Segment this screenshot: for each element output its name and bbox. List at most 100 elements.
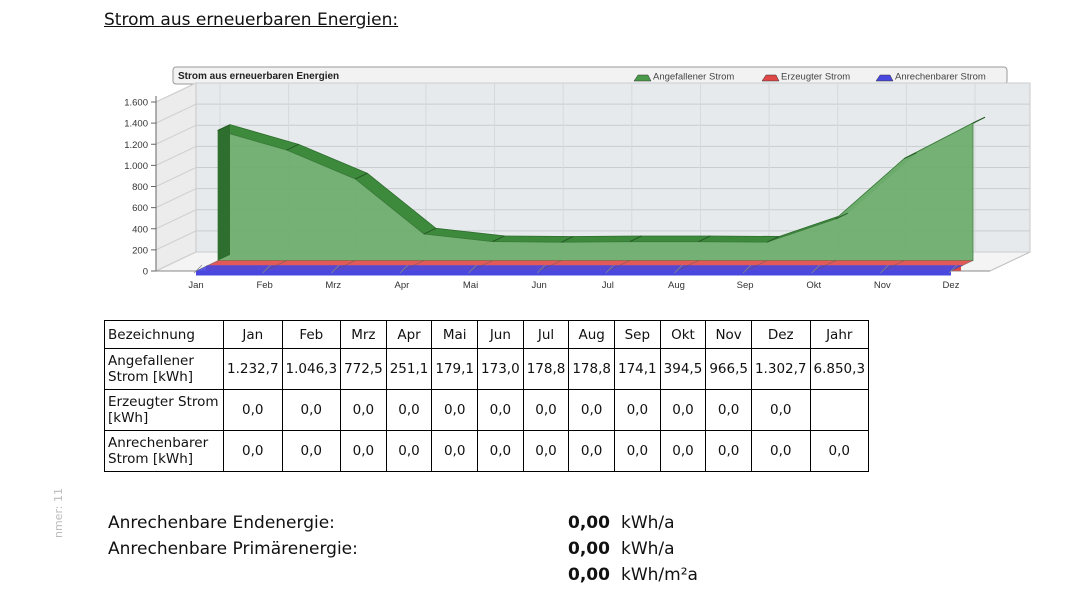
x-tick-label-jul: Jul xyxy=(602,280,614,291)
table-cell: 0,0 xyxy=(223,430,283,472)
table-header-cell: Jun xyxy=(477,320,524,349)
data-point-jan xyxy=(195,265,209,272)
summary-label: Anrechenbare Primärenergie: xyxy=(108,539,358,559)
table-cell: 0,0 xyxy=(522,389,570,431)
summary-row-primaerenergie: Anrechenbare Primärenergie: 0,00 kWh/a xyxy=(108,536,748,562)
page-heading: Strom aus erneuerbaren Energien: xyxy=(104,10,399,30)
x-tick xyxy=(811,264,821,274)
table-cell: 251,1 xyxy=(385,348,433,390)
x-tick xyxy=(330,264,340,274)
gridline-side xyxy=(155,145,197,166)
summary-label: Anrechenbare Endenergie: xyxy=(108,513,335,533)
table-row-anrechenbarer: Anrechenbarer Strom [kWh] 0,0 0,0 0,0 0,… xyxy=(104,430,870,472)
table-cell xyxy=(809,389,870,431)
table-cell: 6.850,3 xyxy=(809,348,870,390)
data-point-jun xyxy=(539,265,552,272)
data-point-aug xyxy=(698,235,711,243)
table-cell: 0,0 xyxy=(659,389,707,431)
table-cell: 174,1 xyxy=(614,348,661,390)
data-point-okt xyxy=(813,265,826,272)
table-cell: 0,0 xyxy=(431,430,479,472)
table-cell: 0,0 xyxy=(705,430,752,472)
table-header-cell: Mrz xyxy=(340,320,387,349)
x-tick xyxy=(468,264,477,274)
x-tick-label-dez: Dez xyxy=(943,280,960,291)
y-tick-label: 600 xyxy=(132,203,148,214)
table-cell: 0,0 xyxy=(281,430,342,472)
table-cell: 0,0 xyxy=(223,389,283,431)
table-cell: 178,8 xyxy=(568,348,615,390)
row-label: Angefallener Strom [kWh] xyxy=(104,348,224,390)
table-cell: 0,0 xyxy=(340,430,387,472)
table-header-cell: Feb xyxy=(281,320,342,349)
data-point-mai xyxy=(470,265,483,272)
series-band-front xyxy=(196,270,951,276)
series-band-top xyxy=(196,265,963,271)
table-cell: 178,8 xyxy=(522,348,570,390)
data-point-feb xyxy=(286,143,299,151)
x-tick-label-nov: Nov xyxy=(874,280,891,291)
table-cell: 0,0 xyxy=(431,389,479,431)
table-header-cell: Aug xyxy=(568,320,615,349)
y-tick-label: 200 xyxy=(132,245,148,256)
row-label: Erzeugter Strom [kWh] xyxy=(104,389,224,431)
legend-swatch-1 xyxy=(633,74,652,82)
summary-value: 0,00 xyxy=(568,539,610,559)
table-cell: 0,0 xyxy=(477,389,524,431)
table-row-erzeugter: Erzeugter Strom [kWh] 0,0 0,0 0,0 0,0 0,… xyxy=(104,389,870,431)
table-header-cell: Dez xyxy=(750,320,811,349)
table-cell: 0,0 xyxy=(809,430,870,472)
data-point-apr xyxy=(401,265,415,272)
summary-value: 0,00 xyxy=(568,513,610,533)
x-tick xyxy=(742,264,752,274)
table-cell: 772,5 xyxy=(340,348,387,390)
gridline-side xyxy=(155,251,197,272)
x-tick-label-okt: Okt xyxy=(806,280,821,291)
table-header-cell: Jul xyxy=(522,320,570,349)
energy-table: Bezeichnung Jan Feb Mrz Apr Mai Jun Jul … xyxy=(104,320,870,472)
table-cell: 0,0 xyxy=(340,389,387,431)
x-tick-label-jan: Jan xyxy=(188,280,203,291)
gridline-side xyxy=(155,124,197,145)
table-cell: 1.232,7 xyxy=(223,348,283,390)
x-tick-label-mai: Mai xyxy=(463,280,478,291)
gridline-side xyxy=(155,209,197,230)
legend-label-3: Anrechenbarer Strom xyxy=(895,72,986,83)
summary-unit: kWh/m²a xyxy=(621,565,698,585)
x-tick xyxy=(948,264,958,274)
x-tick-label-mrz: Mrz xyxy=(325,280,341,291)
energy-summary: Anrechenbare Endenergie: 0,00 kWh/a Anre… xyxy=(108,510,748,588)
table-cell: 0,0 xyxy=(385,389,433,431)
gridline-side xyxy=(155,230,197,251)
y-tick-label: 1.200 xyxy=(124,140,148,151)
data-point-mai xyxy=(492,235,505,243)
data-point-okt xyxy=(835,212,848,220)
y-tick-label: 400 xyxy=(132,224,148,235)
table-cell: 1.046,3 xyxy=(281,348,342,390)
table-cell: 0,0 xyxy=(281,389,342,431)
table-cell: 0,0 xyxy=(659,430,707,472)
x-tick xyxy=(262,264,271,274)
x-tick xyxy=(880,264,889,274)
table-header-cell: Okt xyxy=(659,320,707,349)
table-cell: 966,5 xyxy=(705,348,752,390)
table-row-angefallener: Angefallener Strom [kWh] 1.232,7 1.046,3… xyxy=(104,348,870,390)
table-header-cell: Bezeichnung xyxy=(104,320,224,349)
data-point-sep xyxy=(766,236,780,243)
data-point-aug xyxy=(676,265,689,272)
data-point-dez xyxy=(972,116,986,124)
table-cell: 0,0 xyxy=(614,389,661,431)
table-header-cell: Mai xyxy=(431,320,479,349)
x-tick xyxy=(605,264,615,274)
summary-row-per-area: 0,00 kWh/m²a xyxy=(108,562,748,588)
data-point-mrz xyxy=(355,172,368,180)
y-tick-label: 1.000 xyxy=(124,161,148,172)
data-point-nov xyxy=(904,152,917,159)
table-header-cell: Apr xyxy=(385,320,433,349)
legend-label-1: Angefallener Strom xyxy=(653,72,734,83)
data-point-dez xyxy=(950,265,964,272)
table-header-cell: Nov xyxy=(705,320,752,349)
table-cell: 0,0 xyxy=(614,430,661,472)
table-cell: 173,0 xyxy=(477,348,524,390)
chart-title: Strom aus erneuerbaren Energien xyxy=(178,71,339,82)
